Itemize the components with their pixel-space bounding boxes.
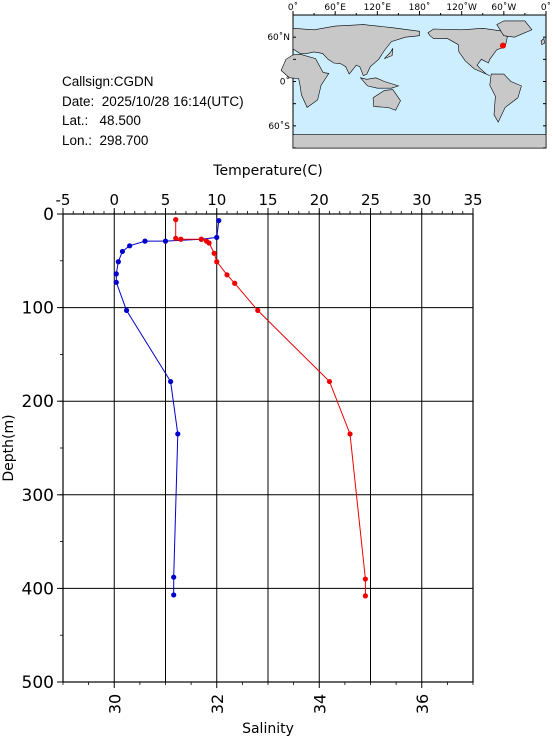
salinity-line <box>175 219 366 596</box>
lon-line: Lon.: 298.700 <box>62 131 244 151</box>
map-lon-label: 120˚E <box>364 2 392 13</box>
temperature-point <box>119 248 126 255</box>
station-marker <box>499 42 506 49</box>
depth-tick-label: 0 <box>43 205 54 225</box>
land-polygon <box>359 77 400 89</box>
callsign-line: Callsign:CGDN <box>62 72 244 92</box>
map-lat-label: 60˚S <box>268 121 290 132</box>
temperature-point <box>113 279 119 285</box>
map-lon-label: 60˚E <box>324 2 346 13</box>
lon-label: Lon.: <box>62 132 93 148</box>
land-polygon <box>496 20 533 38</box>
temperature-axis-label: Temperature(C) <box>212 163 322 179</box>
map-lon-label: 180˚ <box>409 2 431 13</box>
temperature-point <box>175 431 181 437</box>
temperature-tick-label: 30 <box>412 191 431 209</box>
temperature-point <box>214 234 220 240</box>
map-lat-label: 0˚ <box>280 77 290 88</box>
salinity-tick-label: 32 <box>208 694 227 714</box>
temperature-point <box>171 592 177 598</box>
salinity-point <box>362 576 368 582</box>
temperature-point <box>142 238 148 244</box>
land-polygon <box>489 73 522 123</box>
salinity-point <box>173 235 179 241</box>
date-line: Date: 2025/10/28 16:14(UTC) <box>62 92 244 112</box>
map-lon-label: 120˚W <box>446 2 477 13</box>
temperature-point <box>115 259 121 265</box>
temperature-line <box>115 220 220 595</box>
map-lat-label: 60˚N <box>267 32 290 43</box>
map-ticks <box>292 11 547 149</box>
land-polygon <box>292 134 547 149</box>
chart-grid <box>62 213 474 683</box>
temperature-tick-label: -5 <box>56 191 71 209</box>
temperature-tick-label: 10 <box>207 191 226 209</box>
salinity-point <box>255 307 261 314</box>
depth-tick-label: 200 <box>22 392 54 412</box>
land-polygon <box>427 27 508 76</box>
salinity-point <box>347 431 353 437</box>
temperature-point <box>168 378 174 385</box>
temperature-tick-label: 15 <box>258 191 277 209</box>
salinity-tick-label: 30 <box>105 694 124 714</box>
plot-frame <box>62 213 474 683</box>
date-value: 2025/10/28 16:14(UTC) <box>101 93 244 109</box>
lat-value: 48.500 <box>99 113 141 128</box>
salinity-point <box>206 240 212 246</box>
salinity-point <box>178 236 184 242</box>
salinity-point <box>203 238 210 244</box>
temperature-point <box>216 217 222 224</box>
salinity-tick-label: 34 <box>310 694 329 714</box>
map-tick-labels: 0˚ 60˚E 120˚E 180˚ 120˚W 60˚W 0˚ 60˚N 0˚ 60˚S <box>267 2 551 132</box>
salinity-point <box>214 259 220 265</box>
salinity-point <box>173 217 179 223</box>
salinity-point <box>232 280 238 286</box>
depth-tick-label: 400 <box>22 579 54 599</box>
lon-value: 298.700 <box>99 132 149 148</box>
salinity-point <box>224 272 230 278</box>
depth-tick-label: 100 <box>22 299 54 319</box>
land-polygon <box>540 38 545 46</box>
temperature-tick-label: 35 <box>463 191 482 209</box>
salinity-point <box>211 250 217 256</box>
depth-axis-label: Depth(m) <box>1 414 17 481</box>
depth-tick-label: 500 <box>22 673 54 693</box>
land-masses <box>280 20 547 149</box>
temperature-tick-label: 25 <box>361 191 380 209</box>
map-lon-label: 0˚ <box>288 2 298 13</box>
callsign-value: CGDN <box>113 74 154 89</box>
salinity-point <box>362 593 368 599</box>
salinity-point <box>198 236 204 242</box>
temperature-tick-label: 5 <box>161 191 171 209</box>
chart-series <box>113 217 368 599</box>
salinity-tick-label: 36 <box>413 694 432 714</box>
temperature-point <box>162 238 169 244</box>
temperature-point <box>123 307 130 314</box>
land-polygon <box>384 48 394 59</box>
salinity-axis-label: Salinity <box>242 721 294 736</box>
chart-frame <box>62 213 474 683</box>
land-polygon <box>292 24 420 76</box>
temperature-tick-label: 20 <box>310 191 329 209</box>
date-label: Date: <box>62 93 95 109</box>
map-lon-label: 60˚W <box>491 2 516 13</box>
map-lon-label: 0˚ <box>541 2 551 13</box>
station-info: Callsign:CGDN Date: 2025/10/28 16:14(UTC… <box>62 72 244 150</box>
lat-line: Lat.: 48.500 <box>62 111 244 131</box>
temperature-tick-label: 0 <box>109 191 119 209</box>
land-polygon <box>372 89 401 111</box>
land-polygon <box>280 53 330 108</box>
salinity-point <box>326 378 333 385</box>
temperature-point <box>127 243 133 249</box>
temperature-point <box>171 574 177 580</box>
lat-label: Lat.: <box>62 113 89 128</box>
callsign-label: Callsign: <box>62 74 114 89</box>
world-map: 0˚ 60˚E 120˚E 180˚ 120˚W 60˚W 0˚ 60˚N 0˚ 60˚S <box>267 2 551 149</box>
station-marker-dot <box>499 42 506 49</box>
depth-tick-label: 300 <box>22 486 54 506</box>
temperature-point <box>113 271 119 277</box>
temperature-point <box>198 236 204 242</box>
